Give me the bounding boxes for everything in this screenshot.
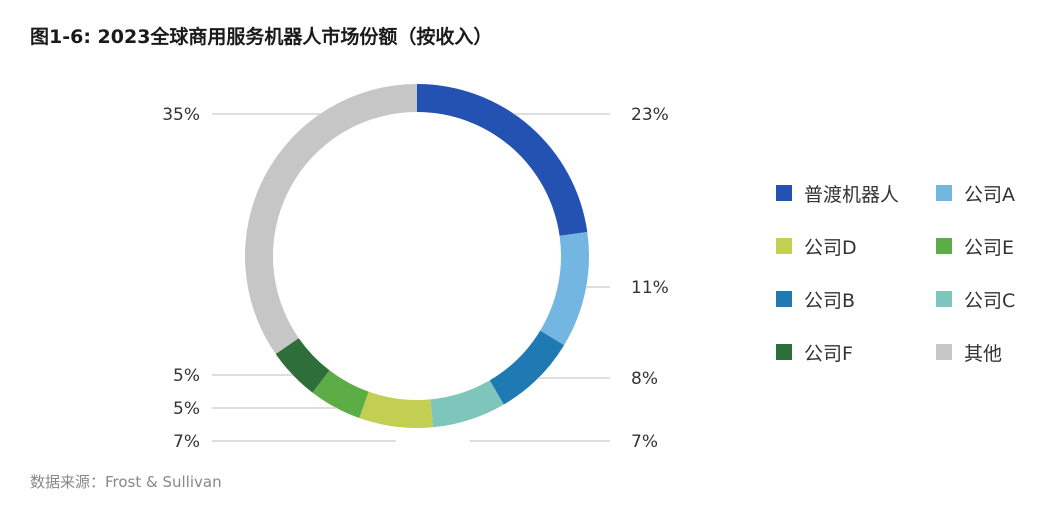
- legend-swatch: [776, 344, 792, 360]
- pct-label-公司E: 5%: [173, 399, 200, 419]
- source-note: 数据来源：Frost & Sullivan: [30, 473, 222, 491]
- legend-swatch: [776, 185, 792, 201]
- legend-item-其他: 其他: [936, 339, 1036, 365]
- pct-label-公司B: 8%: [631, 369, 658, 389]
- pct-label-其他: 35%: [162, 105, 200, 125]
- legend-item-公司F: 公司F: [776, 339, 936, 365]
- chart-title: 图1-6: 2023全球商用服务机器人市场份额（按收入）: [30, 26, 493, 48]
- legend-label: 公司E: [964, 236, 1015, 259]
- legend-item-公司A: 公司A: [936, 180, 1036, 206]
- slice-其他: [244, 84, 417, 355]
- pct-label-公司A: 11%: [631, 278, 669, 298]
- legend-swatch: [776, 238, 792, 254]
- slice-普渡机器人: [417, 84, 588, 236]
- legend-item-普渡机器人: 普渡机器人: [776, 180, 936, 206]
- legend-label: 公司B: [804, 289, 856, 312]
- legend-item-公司E: 公司E: [936, 233, 1036, 259]
- pct-label-公司C: 7%: [631, 432, 658, 452]
- legend-swatch: [936, 291, 952, 307]
- leader-lines: [212, 113, 610, 442]
- legend-item-公司C: 公司C: [936, 286, 1036, 312]
- legend-label: 普渡机器人: [804, 183, 900, 206]
- slice-公司F: [275, 338, 330, 393]
- legend-label: 公司C: [964, 289, 1016, 312]
- legend-label: 其他: [964, 342, 1003, 365]
- legend: 普渡机器人 公司A 公司D 公司E 公司B 公司C 公司F 其他: [776, 180, 1036, 365]
- legend-swatch: [936, 344, 952, 360]
- legend-label: 公司D: [804, 236, 857, 259]
- legend-label: 公司A: [964, 183, 1015, 206]
- legend-swatch: [936, 238, 952, 254]
- pct-label-公司D: 7%: [173, 432, 200, 452]
- slice-公司B: [489, 330, 565, 405]
- legend-item-公司D: 公司D: [776, 233, 936, 259]
- slice-公司A: [540, 232, 589, 346]
- legend-swatch: [936, 185, 952, 201]
- slice-公司C: [430, 380, 504, 428]
- donut-slices: [244, 84, 589, 428]
- legend-label: 公司F: [804, 342, 853, 365]
- slice-公司E: [312, 370, 369, 419]
- pct-label-公司F: 5%: [173, 366, 200, 386]
- slice-公司D: [359, 391, 434, 428]
- legend-item-公司B: 公司B: [776, 286, 936, 312]
- percentage-labels: 23% 11% 8% 7% 7% 5% 5% 35%: [162, 105, 669, 452]
- pct-label-普渡机器人: 23%: [631, 105, 669, 125]
- legend-swatch: [776, 291, 792, 307]
